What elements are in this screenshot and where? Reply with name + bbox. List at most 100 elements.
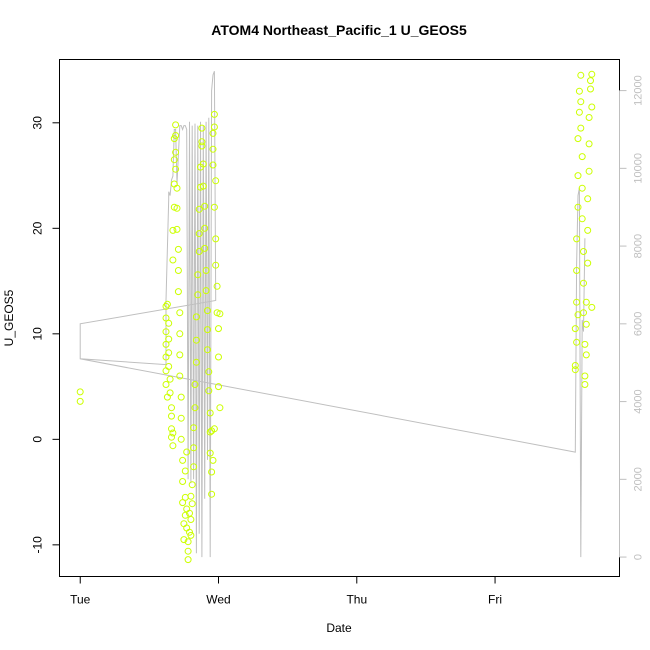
x-tick-label: Fri xyxy=(488,593,502,607)
data-point xyxy=(215,325,222,333)
data-point xyxy=(585,114,593,121)
data-point xyxy=(204,346,211,354)
chart-title: ATOM4 Northeast_Pacific_1 U_GEOS5 xyxy=(211,22,467,38)
y-tick-label: -10 xyxy=(31,536,45,554)
data-point xyxy=(172,121,180,129)
data-point xyxy=(184,556,192,564)
y-axis-label: U_GEOS5 xyxy=(2,289,16,346)
data-point xyxy=(195,248,203,255)
data-point xyxy=(575,87,583,95)
x-tick-label: Tue xyxy=(70,593,91,607)
data-point xyxy=(176,372,184,380)
data-point xyxy=(571,325,579,333)
data-point xyxy=(212,235,220,243)
data-point xyxy=(198,142,206,150)
data-point xyxy=(199,182,207,190)
x-axis-label: Date xyxy=(326,621,352,635)
data-point xyxy=(162,381,170,388)
data-point xyxy=(173,225,181,233)
x-tick-label: Wed xyxy=(206,593,230,607)
data-point xyxy=(174,288,182,296)
data-point xyxy=(168,404,175,412)
data-point xyxy=(574,135,582,143)
data-point xyxy=(578,215,586,223)
data-point xyxy=(205,387,213,395)
series-line xyxy=(79,71,586,558)
data-point xyxy=(582,320,590,328)
data-point xyxy=(192,358,200,366)
data-point xyxy=(581,381,589,388)
data-point xyxy=(173,204,181,212)
data-point xyxy=(169,429,177,437)
scatter-points-layer xyxy=(76,70,596,564)
y2-tick-label: 8000 xyxy=(633,234,645,258)
data-point xyxy=(179,478,187,485)
data-point xyxy=(587,77,594,85)
data-point xyxy=(577,71,585,79)
data-point xyxy=(208,490,216,498)
data-point xyxy=(202,287,210,295)
y2-tick-label: 2000 xyxy=(633,467,645,491)
data-point xyxy=(165,349,173,357)
data-point xyxy=(204,307,211,315)
data-point xyxy=(581,372,589,380)
data-point xyxy=(187,531,195,539)
data-point xyxy=(172,132,180,139)
data-point xyxy=(191,404,199,412)
data-point xyxy=(184,547,192,555)
data-point xyxy=(188,481,196,489)
data-point xyxy=(179,456,187,464)
data-point xyxy=(163,300,171,308)
data-point xyxy=(177,414,185,422)
data-point xyxy=(176,309,184,317)
y-axis: -10 0 10 20 30 xyxy=(31,116,60,554)
data-point xyxy=(170,135,178,143)
data-point xyxy=(186,528,193,536)
data-point xyxy=(181,511,189,519)
data-point xyxy=(204,326,211,334)
data-point xyxy=(76,388,84,396)
y2-tick-label: 6000 xyxy=(633,312,645,336)
data-point xyxy=(183,448,191,456)
y-tick-label: 0 xyxy=(31,436,45,443)
data-point xyxy=(168,433,175,441)
data-point xyxy=(181,493,189,501)
data-point xyxy=(199,160,207,168)
data-point xyxy=(580,279,587,287)
data-point xyxy=(588,103,596,111)
data-point xyxy=(209,129,217,137)
data-point xyxy=(162,340,170,348)
data-point xyxy=(578,153,586,161)
data-point xyxy=(172,165,180,173)
y-tick-label: 10 xyxy=(31,327,45,341)
data-point xyxy=(174,267,182,274)
data-point xyxy=(165,319,173,327)
data-point xyxy=(584,226,592,234)
data-point xyxy=(202,267,210,274)
data-point xyxy=(177,393,185,401)
data-point xyxy=(584,195,592,203)
x-tick-label: Thu xyxy=(346,593,367,607)
data-point xyxy=(573,298,581,306)
data-point xyxy=(191,381,199,388)
x-axis: Tue Wed Thu Fri xyxy=(70,576,502,607)
data-point xyxy=(169,226,177,234)
data-point xyxy=(209,145,217,153)
data-point xyxy=(169,442,177,450)
data-point xyxy=(574,203,582,211)
data-point xyxy=(213,282,221,290)
data-point xyxy=(183,524,191,532)
data-point xyxy=(210,123,218,131)
data-point xyxy=(584,259,592,267)
data-point xyxy=(187,516,195,523)
secondary-y-axis: 0 2000 4000 6000 8000 10000 12000 xyxy=(619,75,645,560)
data-point xyxy=(180,520,188,528)
data-point xyxy=(206,449,214,457)
secondary-series-line-layer xyxy=(79,71,586,558)
y2-tick-label: 0 xyxy=(633,554,645,560)
data-point xyxy=(162,314,170,322)
data-point xyxy=(215,353,222,361)
data-point xyxy=(195,205,203,213)
data-point xyxy=(174,245,182,253)
